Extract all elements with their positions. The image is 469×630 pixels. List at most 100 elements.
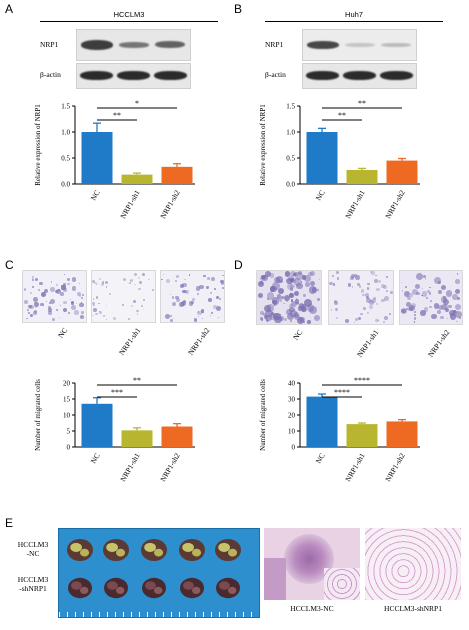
cell-dot — [217, 316, 220, 318]
cell-dot — [347, 283, 352, 288]
cell-dot — [293, 312, 300, 318]
cell-dot — [272, 282, 281, 291]
cell-dot — [408, 305, 415, 312]
cell-dot — [215, 306, 221, 312]
cell-dot — [31, 279, 35, 282]
cell-dot — [29, 314, 33, 318]
cell-dot — [142, 299, 145, 302]
cell-dot — [95, 313, 98, 316]
cell-dot — [133, 283, 136, 286]
cell-dot — [429, 305, 432, 308]
lung-nodule — [70, 542, 82, 552]
cell-dot — [133, 272, 138, 277]
cell-dot — [173, 317, 175, 320]
cell-dot — [93, 304, 95, 307]
lung-nodule — [154, 586, 163, 594]
cell-dot — [303, 298, 312, 307]
cell-dot — [203, 274, 206, 278]
cell-dot — [55, 290, 59, 294]
cell-dot — [413, 314, 417, 317]
cell-dot — [297, 306, 303, 312]
cell-dot — [366, 287, 370, 291]
cell-dot — [286, 282, 294, 291]
bar-3 — [386, 160, 418, 184]
cell-dot — [28, 312, 31, 315]
y-tick-label: 0 — [292, 444, 296, 452]
cell-dot — [183, 290, 188, 294]
cell-dot — [312, 287, 318, 293]
cell-dot — [130, 304, 134, 308]
bar-1 — [81, 132, 113, 184]
cell-dot — [409, 293, 414, 297]
y-tick-label: 40 — [288, 380, 296, 388]
cell-dot — [411, 288, 418, 295]
cell-dot — [188, 274, 191, 276]
cell-dot — [266, 292, 275, 301]
lung-nodule — [183, 581, 194, 590]
western-title-huh7: Huh7 — [345, 10, 363, 19]
y-tick-label: 0.0 — [61, 181, 70, 189]
cell-dot — [336, 276, 340, 280]
he-image-nc — [264, 528, 360, 600]
x-tick-label: NRP1-sh1 — [343, 188, 367, 220]
lung-nodule — [228, 548, 238, 557]
y-tick-label: 20 — [288, 412, 296, 420]
x-tick-label: NC — [314, 189, 327, 203]
cell-dot — [452, 309, 457, 314]
cell-dot — [407, 296, 412, 301]
cell-dot — [263, 305, 271, 313]
cell-dot — [127, 317, 130, 321]
panel-label-b: B — [234, 2, 243, 16]
cell-dot — [35, 277, 39, 281]
x-tick-label: NRP1-sh2 — [383, 451, 407, 483]
cell-dot — [67, 283, 70, 286]
cell-dot — [59, 304, 62, 307]
cell-dot — [286, 277, 293, 285]
cell-dot — [50, 287, 55, 292]
cell-dot — [92, 302, 96, 306]
cell-dot — [458, 316, 462, 320]
cell-dot — [279, 313, 281, 316]
cell-dot — [308, 271, 313, 277]
cell-dot — [442, 296, 447, 300]
cell-dot — [219, 279, 224, 284]
cell-dot — [334, 300, 339, 305]
significance-label: * — [135, 99, 139, 108]
cell-dot — [436, 310, 441, 315]
cell-dot — [273, 313, 279, 320]
cell-dot — [50, 281, 52, 283]
cell-dot — [309, 271, 315, 276]
cell-dot — [421, 291, 428, 297]
cell-dot — [213, 304, 218, 309]
cell-dot — [56, 308, 58, 311]
cell-dot — [294, 286, 296, 288]
cell-dot — [413, 317, 417, 320]
cell-dot — [438, 304, 444, 310]
lung-nodule — [106, 542, 118, 552]
cell-dot — [289, 287, 294, 291]
panel-label-e: E — [5, 516, 14, 530]
cell-dot — [426, 296, 429, 300]
actin-blot-huh7 — [302, 63, 417, 89]
cell-dot — [63, 282, 67, 286]
cell-dot — [92, 280, 96, 284]
cell-dot — [319, 279, 321, 281]
cell-dot — [51, 318, 55, 321]
cell-dot — [304, 274, 311, 282]
cell-dot — [281, 295, 285, 300]
cell-dot — [289, 306, 295, 313]
cell-dot — [71, 277, 77, 282]
lung-specimens — [67, 538, 241, 599]
cell-dot — [94, 282, 97, 285]
cell-dot — [368, 299, 374, 305]
y-tick-label: 30 — [288, 396, 296, 404]
bar-1 — [306, 132, 338, 184]
cell-dot — [429, 287, 431, 289]
cell-dot — [47, 308, 52, 312]
x-tick-label: NC — [314, 452, 327, 466]
cell-dot — [97, 282, 100, 285]
y-tick-label: 0.0 — [286, 181, 295, 189]
bar-2 — [121, 430, 153, 447]
cell-dot — [215, 295, 220, 300]
lung-nodule — [107, 581, 118, 590]
